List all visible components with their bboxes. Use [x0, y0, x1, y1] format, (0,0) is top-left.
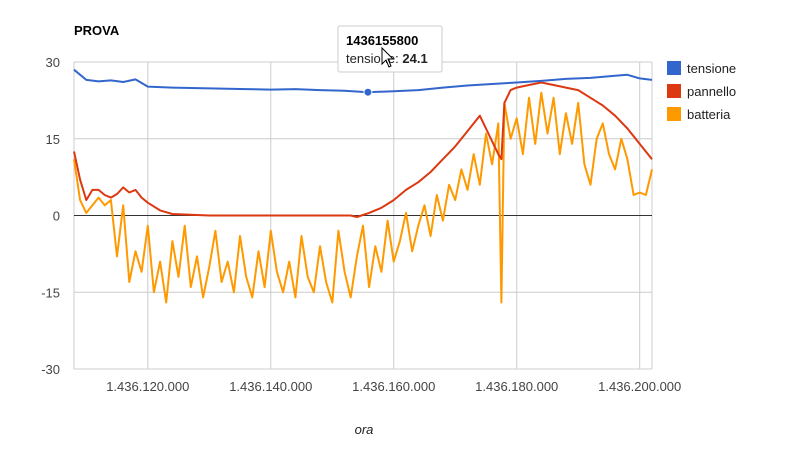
- tooltip-series-name: tensione:: [346, 51, 402, 66]
- y-tick-label: -15: [41, 285, 60, 300]
- x-tick-label: 1.436.120.000: [106, 379, 189, 394]
- chart-title: PROVA: [74, 23, 120, 38]
- legend-label-tensione[interactable]: tensione: [687, 61, 736, 76]
- y-tick-labels: -30 -15 0 15 30: [41, 55, 60, 377]
- x-tick-label: 1.436.180.000: [475, 379, 558, 394]
- y-tick-label: 0: [53, 209, 60, 224]
- legend[interactable]: tensione pannello batteria: [667, 61, 736, 122]
- series-line-tensione[interactable]: [73, 68, 653, 94]
- x-tick-label: 1.436.140.000: [229, 379, 312, 394]
- tooltip-box: [337, 25, 443, 73]
- y-tick-label: 30: [46, 55, 60, 70]
- legend-swatch-batteria[interactable]: [667, 107, 681, 121]
- legend-swatch-tensione[interactable]: [667, 61, 681, 75]
- legend-label-pannello[interactable]: pannello: [687, 84, 736, 99]
- y-tick-label: 15: [46, 132, 60, 147]
- x-axis-label: ora: [355, 422, 374, 437]
- tooltip-x-value: 1436155800: [346, 33, 418, 48]
- series-layer: [73, 68, 653, 304]
- x-tick-label: 1.436.200.000: [598, 379, 681, 394]
- x-tick-label: 1.436.160.000: [352, 379, 435, 394]
- y-tick-label: -30: [41, 362, 60, 377]
- mouse-cursor-icon: [381, 46, 395, 68]
- series-line-pannello[interactable]: [73, 81, 653, 218]
- legend-swatch-pannello[interactable]: [667, 84, 681, 98]
- x-tick-labels: 1.436.120.000 1.436.140.000 1.436.160.000 1…: [106, 379, 681, 394]
- tooltip-value: 24.1: [402, 51, 427, 66]
- series-line-batteria[interactable]: [73, 91, 653, 304]
- hover-point[interactable]: [363, 87, 373, 97]
- legend-label-batteria[interactable]: batteria: [687, 107, 731, 122]
